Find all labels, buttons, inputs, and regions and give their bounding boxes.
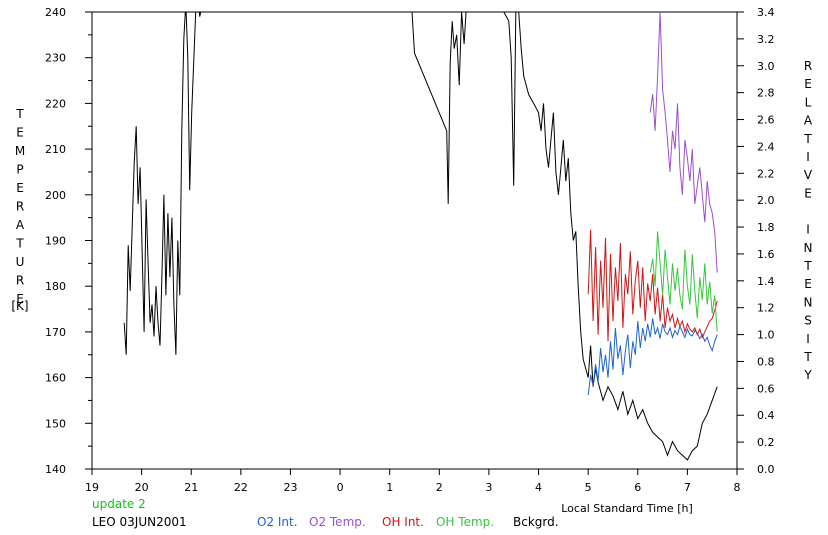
right-y-tick-label: 0.0: [757, 463, 775, 476]
x-tick-label: 2: [436, 481, 443, 494]
left-axis-label-letter: P: [16, 163, 23, 177]
left-y-tick-label: 140: [45, 463, 66, 476]
x-tick-label: 0: [337, 481, 344, 494]
left-y-tick-label: 190: [45, 235, 66, 248]
right-y-tick-label: 2.8: [757, 87, 775, 100]
left-y-tick-label: 240: [45, 6, 66, 19]
right-y-tick-label: 3.2: [757, 33, 775, 46]
station-date: LEO 03JUN2001: [92, 515, 187, 529]
legend-item-oh-int: OH Int.: [382, 515, 424, 529]
left-axis-label-letter: E: [16, 126, 24, 140]
left-axis-label-letter: M: [15, 144, 25, 158]
right-y-tick-label: 3.0: [757, 60, 775, 73]
x-tick-label: 5: [585, 481, 592, 494]
x-tick-label: 3: [485, 481, 492, 494]
left-axis-label-letter: T: [15, 237, 24, 251]
left-y-tick-label: 220: [45, 97, 66, 110]
right-y-tick-label: 0.4: [757, 409, 775, 422]
x-tick-label: 4: [535, 481, 542, 494]
x-tick-label: 8: [734, 481, 741, 494]
left-y-tick-label: 180: [45, 280, 66, 293]
right-axis-label-letter: E: [804, 77, 812, 91]
right-y-tick-label: 2.0: [757, 194, 775, 207]
right-y-tick-label: 1.2: [757, 302, 775, 315]
left-y-tick-label: 150: [45, 417, 66, 430]
right-axis-label-letter: E: [804, 277, 812, 291]
x-axis-label: Local Standard Time [h]: [561, 502, 693, 515]
legend-item-oh-temp: OH Temp.: [436, 515, 494, 529]
right-axis-label-letter: E: [804, 186, 812, 200]
left-axis-label-letter: U: [16, 255, 25, 269]
left-axis-label-letter: E: [16, 181, 24, 195]
right-axis-label-letter: N: [804, 241, 813, 255]
series-o2-temp-line: [649, 12, 718, 273]
series-oh-temp-line: [649, 231, 718, 332]
update-note: update 2: [92, 497, 146, 511]
left-y-tick-label: 230: [45, 52, 66, 65]
left-axis-label-letter: T: [15, 107, 24, 121]
x-tick-label: 22: [234, 481, 248, 494]
left-axis-label-letter: E: [16, 292, 24, 306]
left-axis-label-letter: R: [16, 274, 24, 288]
right-axis-label-letter: I: [806, 332, 810, 346]
left-y-tick-label: 200: [45, 189, 66, 202]
right-axis-label-letter: T: [803, 132, 812, 146]
axes-group: 19 20 21 22 23 0 1 2 3 4 5 6 7 8140150160170180190200…: [45, 6, 775, 494]
legend-item-o2-temp: O2 Temp.: [309, 515, 366, 529]
left-y-tick-label: 170: [45, 326, 66, 339]
right-axis-label-letter: I: [806, 223, 810, 237]
right-y-tick-label: 0.6: [757, 382, 775, 395]
right-y-tick-label: 1.0: [757, 329, 775, 342]
right-axis-label-letter: L: [805, 95, 812, 109]
right-axis-label-letter: N: [804, 295, 813, 309]
series-bckgrd-2-line: [411, 12, 718, 461]
right-y-tick-label: 0.8: [757, 355, 775, 368]
legend-item-o2-int: O2 Int.: [257, 515, 298, 529]
right-axis-label-letter: V: [804, 168, 813, 182]
right-y-tick-label: 1.6: [757, 248, 775, 261]
x-tick-label: 1: [386, 481, 393, 494]
right-axis-label-letter: S: [804, 314, 812, 328]
series-bckgrd-line: [123, 12, 202, 355]
right-y-tick-label: 2.2: [757, 167, 775, 180]
x-tick-label: 23: [283, 481, 297, 494]
right-y-tick-label: 1.4: [757, 275, 775, 288]
legend-item-bckgrd: Bckgrd.: [513, 515, 559, 529]
right-axis-label-letter: Y: [803, 368, 812, 382]
right-axis-label-letter: R: [804, 59, 812, 73]
right-axis-label-letter: T: [803, 350, 812, 364]
series-oh-int-line: [587, 229, 718, 342]
right-y-tick-label: 0.2: [757, 436, 775, 449]
left-axis-label-letter: A: [16, 218, 25, 232]
left-y-tick-label: 160: [45, 372, 66, 385]
right-axis-label-letter: I: [806, 150, 810, 164]
left-axis-unit: [K]: [11, 299, 28, 313]
right-axis-label-letter: A: [804, 114, 813, 128]
right-y-tick-label: 1.8: [757, 221, 775, 234]
right-y-tick-label: 2.6: [757, 114, 775, 127]
right-y-tick-label: 2.4: [757, 140, 775, 153]
left-axis-label-letter: R: [16, 200, 24, 214]
x-tick-label: 19: [85, 481, 99, 494]
series-group: [123, 12, 718, 461]
right-axis-label-letter: T: [803, 259, 812, 273]
x-tick-label: 21: [184, 481, 198, 494]
left-y-tick-label: 210: [45, 143, 66, 156]
x-tick-label: 7: [684, 481, 691, 494]
right-y-tick-label: 3.4: [757, 6, 775, 19]
x-tick-label: 20: [135, 481, 149, 494]
x-tick-label: 6: [634, 481, 641, 494]
